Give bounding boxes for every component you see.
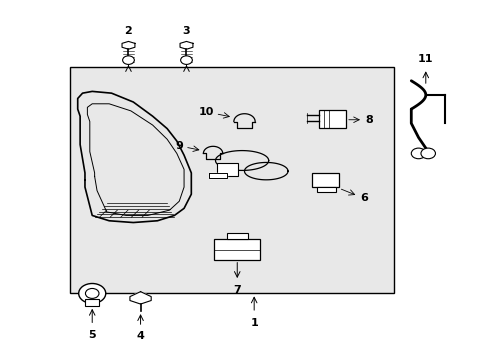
Bar (319, 110, 346, 128)
Bar (311, 173, 338, 187)
Bar (85, 299, 99, 306)
Bar (70, 67, 393, 293)
Polygon shape (180, 41, 193, 49)
Circle shape (79, 283, 105, 303)
Circle shape (180, 56, 192, 64)
Bar (217, 163, 238, 176)
Text: 7: 7 (233, 285, 241, 295)
Bar (316, 187, 336, 192)
Text: 8: 8 (365, 115, 372, 125)
Text: 5: 5 (88, 330, 96, 340)
Text: 1: 1 (250, 318, 258, 328)
Circle shape (85, 288, 99, 298)
Text: 4: 4 (136, 331, 144, 341)
Text: 6: 6 (360, 193, 367, 203)
Bar (226, 233, 247, 239)
Polygon shape (130, 292, 151, 304)
Bar (214, 239, 260, 260)
Polygon shape (122, 41, 135, 49)
Circle shape (410, 148, 425, 159)
Text: 11: 11 (417, 54, 433, 64)
Text: 10: 10 (198, 107, 214, 117)
Circle shape (420, 148, 435, 159)
Circle shape (122, 56, 134, 64)
Text: 9: 9 (175, 141, 183, 150)
Polygon shape (209, 173, 226, 178)
Text: 3: 3 (183, 26, 190, 36)
Text: 2: 2 (124, 26, 132, 36)
